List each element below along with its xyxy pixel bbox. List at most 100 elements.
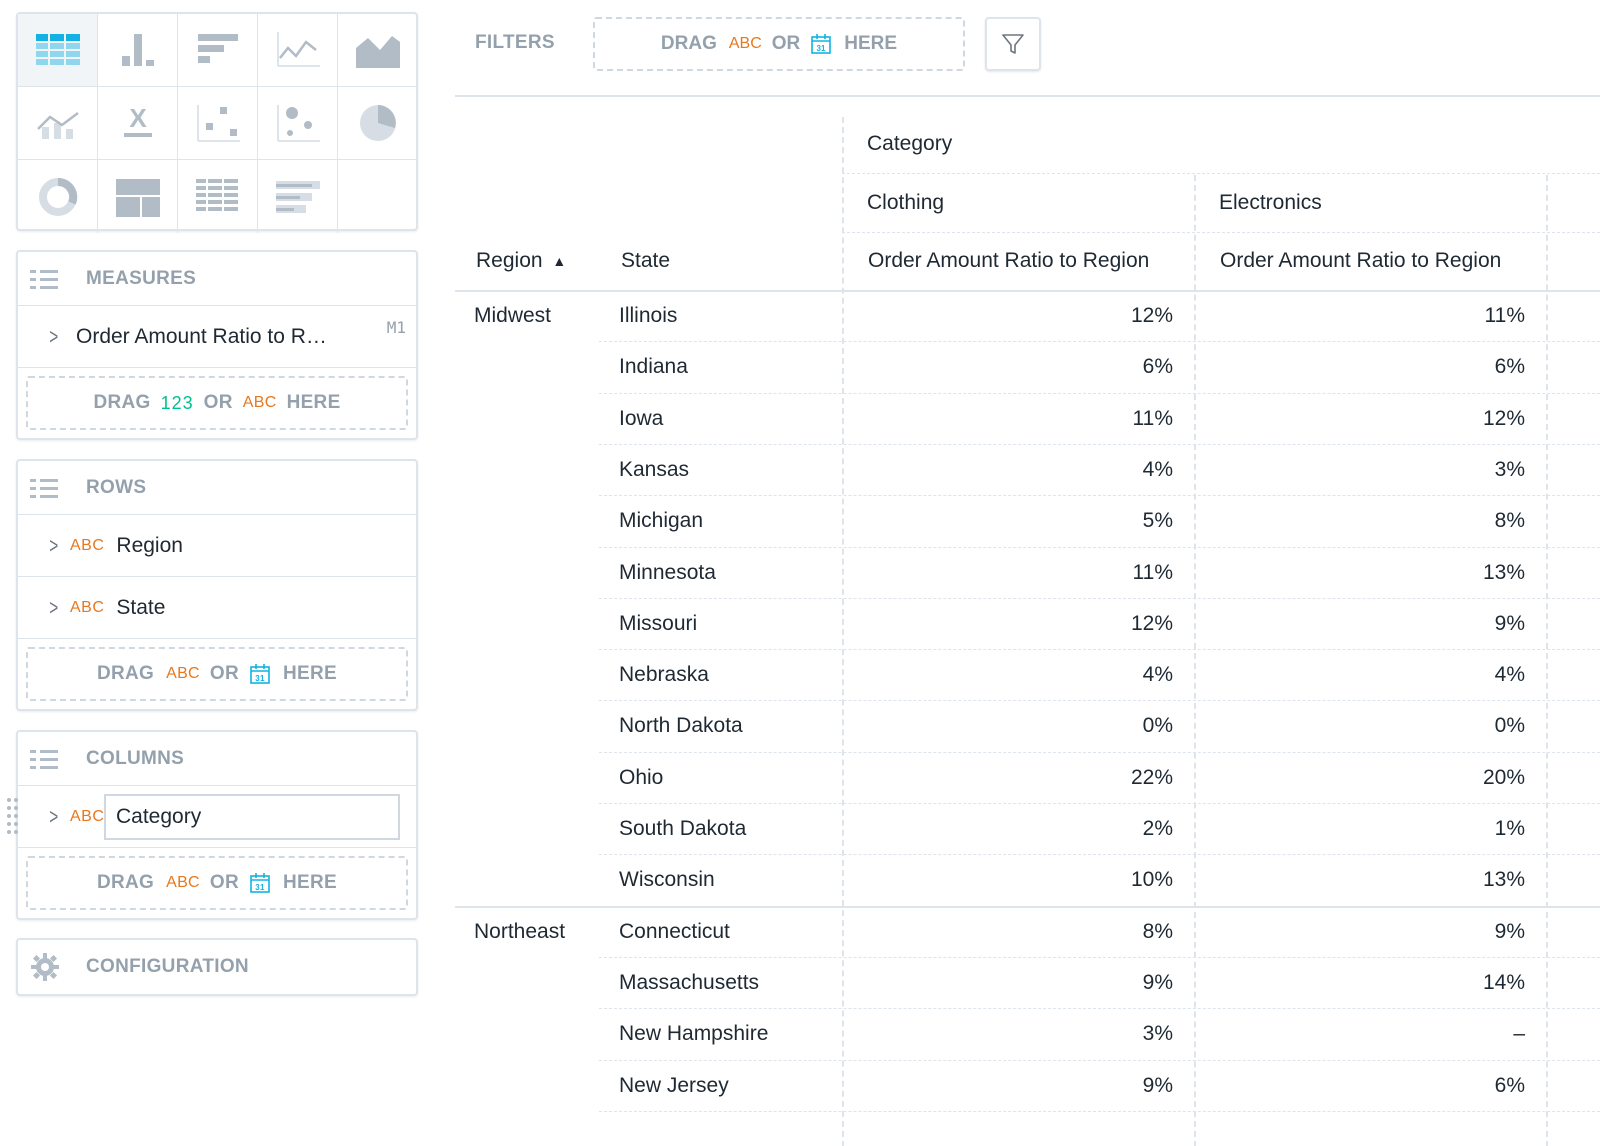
- electronics-value-cell: 6%: [1494, 355, 1525, 379]
- chevron-right-icon[interactable]: >: [49, 594, 59, 620]
- text-type-icon: ABC: [70, 536, 105, 554]
- columns-drop-zone[interactable]: DRAG ABC OR 31 HERE: [26, 856, 408, 910]
- drop-here-text: HERE: [286, 392, 341, 413]
- line-chart-icon[interactable]: [258, 14, 338, 87]
- clothing-value-cell: 6%: [1142, 355, 1173, 379]
- pie-chart-icon[interactable]: [338, 87, 418, 160]
- column-item-category[interactable]: > ABC Category: [7, 786, 416, 848]
- electronics-value-cell: 6%: [1494, 1073, 1525, 1097]
- state-cell: Kansas: [619, 457, 690, 481]
- column-separator: [842, 117, 844, 1146]
- clothing-value-cell: 3%: [1142, 1022, 1173, 1046]
- header-divider: [842, 173, 1600, 174]
- text-type-icon: ABC: [70, 807, 105, 825]
- list-icon: [30, 269, 58, 289]
- sort-ascending-icon[interactable]: ▲: [552, 253, 567, 270]
- configuration-title: CONFIGURATION: [86, 956, 249, 977]
- row-divider: [599, 700, 1600, 702]
- filter-bar: FILTERS DRAG ABC OR 31 HERE: [455, 0, 1600, 97]
- row-divider: [599, 341, 1600, 343]
- row-divider: [599, 649, 1600, 651]
- clothing-value-cell: 0%: [1142, 714, 1173, 738]
- column-item-label-box[interactable]: Category: [104, 794, 400, 840]
- electronics-value-cell: 0%: [1494, 714, 1525, 738]
- row-divider: [599, 803, 1600, 804]
- calendar-icon: 31: [250, 873, 270, 893]
- state-cell: Michigan: [619, 509, 704, 533]
- chevron-right-icon[interactable]: >: [49, 803, 59, 829]
- svg-text:31: 31: [255, 674, 265, 683]
- electronics-value-cell: 1%: [1494, 817, 1525, 840]
- filters-drop-zone[interactable]: DRAG ABC OR 31 HERE: [593, 17, 965, 71]
- donut-chart-icon[interactable]: [18, 160, 98, 233]
- row-item-region[interactable]: > ABC Region: [18, 515, 416, 577]
- measure-item[interactable]: > Order Amount Ratio to R… M1: [18, 306, 416, 368]
- column-item-label: Category: [116, 805, 202, 828]
- column-chart-icon[interactable]: [98, 14, 178, 87]
- measure-header-clothing[interactable]: Order Amount Ratio to Region: [868, 249, 1150, 272]
- table-chart-icon[interactable]: [18, 14, 98, 87]
- clothing-value-cell: 11%: [1132, 406, 1173, 430]
- row-divider: [599, 1008, 1600, 1010]
- drag-handle-icon[interactable]: [6, 796, 20, 838]
- columns-title: COLUMNS: [86, 747, 185, 769]
- column-separator: [1546, 175, 1548, 1146]
- area-chart-icon[interactable]: [338, 14, 418, 87]
- state-cell: Massachusetts: [619, 970, 760, 994]
- measures-header[interactable]: MEASURES: [18, 252, 416, 306]
- chevron-right-icon[interactable]: >: [49, 323, 59, 349]
- treemap-icon[interactable]: [98, 160, 178, 233]
- columns-panel: COLUMNS > ABC Category DRAG ABC OR 31 HE…: [7, 730, 418, 920]
- measure-header-electronics[interactable]: Order Amount Ratio to Region: [1220, 249, 1502, 272]
- rows-header[interactable]: ROWS: [18, 461, 416, 515]
- drop-drag-text: DRAG: [660, 33, 717, 54]
- configuration-sidebar: X MEASURES > Order A: [7, 12, 418, 996]
- combo-chart-icon[interactable]: [18, 87, 98, 160]
- scatter-plot-icon[interactable]: [178, 87, 258, 160]
- state-cell: New Jersey: [619, 1073, 729, 1097]
- clothing-value-cell: 11%: [1132, 560, 1173, 584]
- row-divider: [599, 854, 1600, 856]
- drop-or-text: OR: [771, 33, 801, 54]
- electronics-value-cell: 20%: [1482, 765, 1525, 789]
- columns-header[interactable]: COLUMNS: [18, 732, 416, 786]
- clothing-value-cell: 9%: [1142, 1073, 1173, 1097]
- clothing-value-cell: 9%: [1142, 970, 1173, 994]
- calendar-icon: 31: [811, 34, 832, 54]
- filters-label: FILTERS: [475, 32, 555, 53]
- state-cell: Illinois: [619, 304, 678, 327]
- measure-badge: M1: [386, 318, 406, 337]
- region-cell: Midwest: [474, 304, 552, 327]
- clothing-value-cell: 2%: [1142, 817, 1173, 840]
- chevron-right-icon[interactable]: >: [49, 532, 59, 558]
- heatmap-icon[interactable]: [178, 160, 258, 233]
- empty-viz-slot: [338, 160, 418, 233]
- measures-drop-zone[interactable]: DRAG 123 OR ABC HERE: [26, 376, 408, 430]
- configuration-header[interactable]: CONFIGURATION: [18, 940, 416, 994]
- filter-button[interactable]: [985, 17, 1041, 71]
- clothing-value-cell: 10%: [1130, 868, 1173, 892]
- text-type-icon: ABC: [166, 874, 200, 891]
- row-header-region[interactable]: Region ▲: [476, 249, 566, 273]
- bullet-chart-icon[interactable]: [258, 160, 338, 233]
- visualization-type-picker: X: [16, 12, 418, 233]
- state-cell: Connecticut: [619, 919, 730, 943]
- measures-title: MEASURES: [86, 267, 197, 289]
- measures-panel: MEASURES > Order Amount Ratio to R… M1 D…: [16, 250, 418, 440]
- state-cell: Nebraska: [619, 663, 709, 687]
- clothing-value-cell: 8%: [1142, 919, 1173, 943]
- clothing-value-cell: 4%: [1142, 663, 1173, 687]
- state-cell: North Dakota: [619, 714, 743, 738]
- gear-icon: [31, 953, 59, 981]
- clothing-value-cell: 12%: [1130, 304, 1173, 327]
- bar-chart-icon[interactable]: [178, 14, 258, 87]
- row-item-state[interactable]: > ABC State: [18, 577, 416, 639]
- bubble-chart-icon[interactable]: [258, 87, 338, 160]
- state-cell: South Dakota: [619, 817, 747, 840]
- rows-drop-zone[interactable]: DRAG ABC OR 31 HERE: [26, 647, 408, 701]
- row-header-state[interactable]: State: [621, 249, 671, 272]
- headline-icon[interactable]: X: [98, 87, 178, 160]
- electronics-value-cell: 11%: [1484, 304, 1525, 327]
- text-type-icon: ABC: [70, 598, 105, 616]
- state-cell: New Hampshire: [619, 1022, 769, 1046]
